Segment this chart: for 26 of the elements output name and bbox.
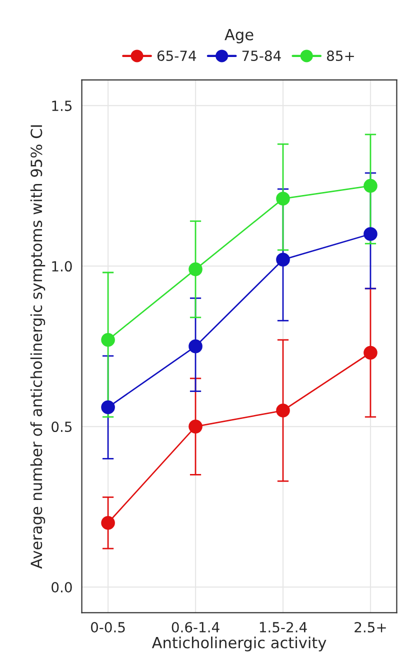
point [364,178,378,193]
y-axis-title: Average number of anticholinergic symptoms with 95% CI [30,125,46,569]
y-tick-label: 0.5 [52,422,72,432]
legend-label: 85+ [327,50,354,62]
point [276,252,290,267]
x-tick-label: 0.6-1.4 [172,622,220,632]
y-tick-label: 0.0 [52,582,72,593]
x-axis-title: Anticholinergic activity [152,636,326,652]
point [188,339,202,354]
point [276,404,290,418]
x-tick-label: 1.5-2.4 [260,622,307,632]
point [276,192,290,206]
legend-label: 75-84 [242,50,281,62]
x-tick-label: 0-0.5 [90,622,125,632]
y-tick-label: 1.5 [52,100,72,112]
point [101,400,115,414]
point [188,262,202,276]
point [101,332,115,347]
legend-label: 65-74 [157,50,196,62]
point [101,516,115,530]
point [364,346,378,360]
x-tick-label: 2.5+ [354,622,386,632]
legend-title: Age [224,29,254,44]
point [188,420,202,434]
y-tick-label: 1.0 [52,261,72,272]
point [364,227,378,241]
